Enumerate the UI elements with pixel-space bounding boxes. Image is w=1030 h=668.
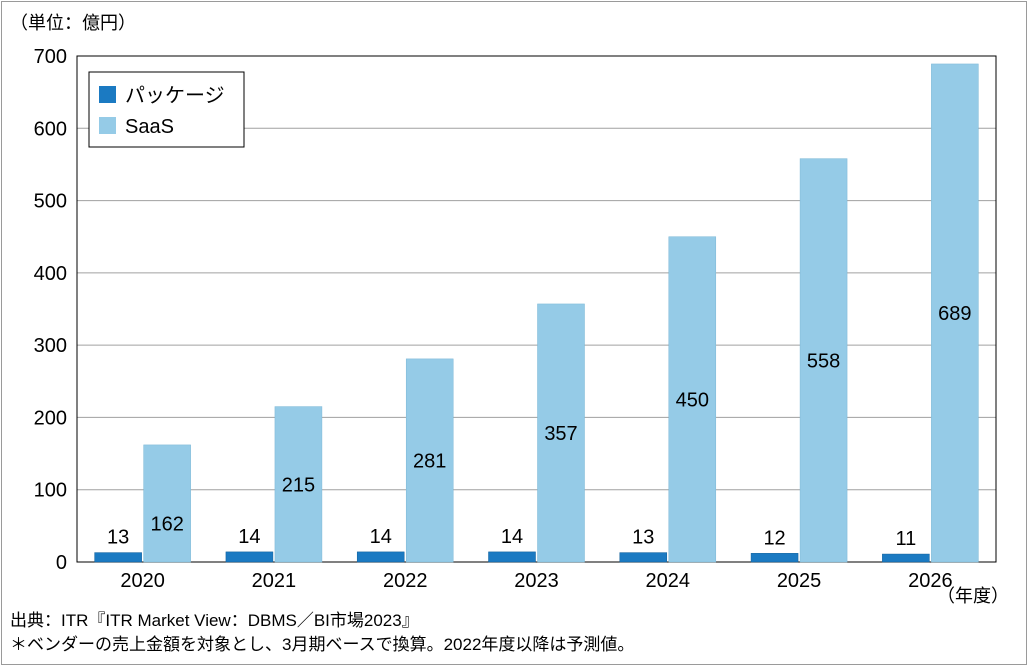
y-tick-label: 100 <box>34 480 67 502</box>
x-tick-label: 2020 <box>120 570 165 592</box>
data-label-package: 14 <box>238 526 260 548</box>
x-tick-label: 2021 <box>252 570 297 592</box>
legend-swatch-package <box>99 86 116 103</box>
data-label-package: 12 <box>763 527 785 549</box>
x-tick-label: 2022 <box>383 570 428 592</box>
x-tick-label: 2024 <box>646 570 691 592</box>
bar-package <box>94 552 142 563</box>
bar-saas <box>537 303 585 563</box>
bar-package <box>882 553 930 563</box>
data-label-package: 11 <box>895 528 916 550</box>
data-label-saas: 215 <box>282 474 315 496</box>
bar-saas <box>143 444 191 563</box>
y-tick-label: 700 <box>34 46 67 68</box>
x-unit-label: （年度） <box>937 586 1009 606</box>
legend-swatch-saas <box>99 117 116 134</box>
bar-saas <box>405 358 454 563</box>
bar-saas <box>799 158 848 563</box>
y-tick-label: 200 <box>34 407 67 429</box>
data-label-package: 13 <box>107 527 129 549</box>
source-footnote: 出典：ITR『ITR Market View：DBMS／BI市場2023』 <box>10 611 419 630</box>
y-tick-label: 400 <box>34 263 67 285</box>
bar-package <box>619 552 668 563</box>
bar-package <box>356 551 405 563</box>
data-label-saas: 558 <box>807 350 840 372</box>
bars: 13 162 14 215 14 281 14 357 13 450 12 558 11 689 <box>94 63 979 563</box>
x-tick-label: 2023 <box>514 570 559 592</box>
data-label-saas: 162 <box>150 513 183 535</box>
data-label-saas: 689 <box>938 303 971 325</box>
data-label-saas: 357 <box>544 423 577 445</box>
x-tick-label: 2026 <box>908 570 953 592</box>
bar-package <box>750 553 799 563</box>
bar-saas <box>274 406 323 563</box>
x-tick-label: 2025 <box>777 570 822 592</box>
y-tick-label: 0 <box>56 552 67 574</box>
y-tick-label: 600 <box>34 118 67 140</box>
bar-saas <box>668 236 717 563</box>
bar-saas <box>931 63 979 563</box>
data-label-package: 14 <box>501 526 523 548</box>
legend: パッケージ SaaS <box>88 71 245 148</box>
plot-area <box>76 55 997 563</box>
data-label-package: 14 <box>370 526 392 548</box>
legend-label-package: パッケージ <box>125 85 225 107</box>
y-unit-label: （単位：億円） <box>10 13 136 33</box>
y-tick-label: 500 <box>34 191 67 213</box>
legend-box <box>88 71 245 148</box>
legend-label-saas: SaaS <box>125 116 174 138</box>
note-footnote: ＊ベンダーの売上金額を対象とし、3月期ベースで換算。2022年度以降は予測値。 <box>10 635 635 654</box>
data-label-saas: 281 <box>413 450 446 472</box>
data-label-package: 13 <box>632 527 654 549</box>
y-tick-label: 300 <box>34 335 67 357</box>
y-tick-labels: 0 100 200 300 400 500 600 700 <box>34 46 67 574</box>
bar-package <box>225 551 274 563</box>
x-tick-labels: 2020 2021 2022 2023 2024 2025 2026 <box>120 570 952 592</box>
bar-package <box>488 551 536 563</box>
data-label-saas: 450 <box>676 389 709 411</box>
